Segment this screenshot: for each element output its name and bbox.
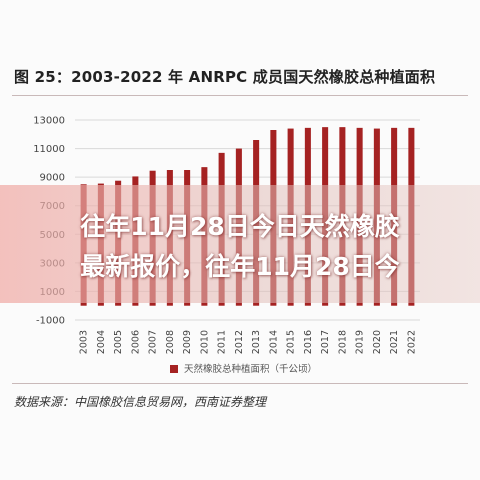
- headline-line-1: 往年11月28日今日天然橡胶: [80, 212, 400, 241]
- x-tick-label: 2021: [389, 330, 400, 354]
- headline-line-2: 最新报价，往年11月28日今: [80, 252, 400, 281]
- x-tick-label: 2017: [320, 330, 331, 354]
- x-tick-labels: 2003 2004 2005 2006 2007 2008 2009 2010 2011 2012…: [79, 330, 418, 354]
- y-tick-label: 11000: [33, 144, 65, 155]
- x-tick-label: 2009: [182, 330, 193, 354]
- y-tick-label: 9000: [40, 173, 65, 184]
- headline-overlay: 往年11月28日今日天然橡胶 最新报价，往年11月28日今: [0, 185, 480, 303]
- source-divider: [12, 383, 468, 384]
- x-tick-label: 2018: [337, 330, 348, 354]
- legend: 天然橡胶总种植面积（千公顷）: [170, 361, 317, 375]
- legend-label: 天然橡胶总种植面积（千公顷）: [184, 364, 318, 375]
- x-tick-label: 2016: [303, 330, 314, 354]
- y-tick-label: -1000: [36, 316, 65, 327]
- x-tick-label: 2011: [217, 330, 228, 354]
- y-tick-label: 13000: [33, 116, 65, 127]
- x-tick-label: 2014: [268, 330, 279, 354]
- x-tick-label: 2015: [286, 330, 297, 354]
- title-divider: [12, 95, 468, 96]
- x-tick-label: 2005: [113, 330, 124, 354]
- chart-title: 图 25：2003-2022 年 ANRPC 成员国天然橡胶总种植面积: [14, 68, 436, 86]
- x-tick-label: 2012: [234, 330, 245, 354]
- x-tick-label: 2020: [372, 330, 383, 354]
- x-tick-label: 2008: [165, 330, 176, 354]
- x-tick-label: 2010: [199, 330, 210, 354]
- data-source: 数据来源：中国橡胶信息贸易网，西南证券整理: [14, 395, 267, 409]
- x-tick-label: 2007: [148, 330, 159, 354]
- x-tick-label: 2019: [355, 330, 366, 354]
- legend-swatch: [170, 365, 178, 373]
- x-tick-label: 2004: [96, 330, 107, 354]
- x-tick-label: 2013: [251, 330, 262, 354]
- x-tick-label: 2022: [406, 330, 417, 354]
- x-tick-label: 2003: [79, 330, 90, 354]
- x-tick-label: 2006: [130, 330, 141, 354]
